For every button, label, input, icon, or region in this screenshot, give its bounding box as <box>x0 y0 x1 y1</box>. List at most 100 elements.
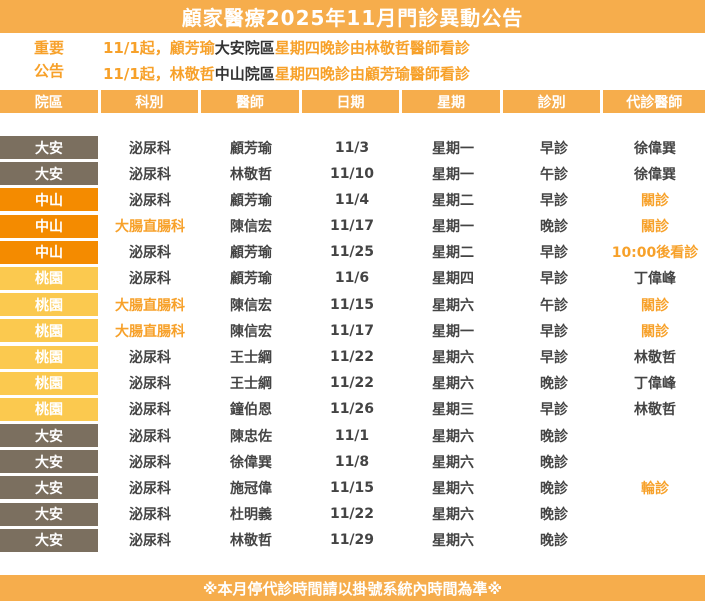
date-cell: 11/10 <box>329 165 375 182</box>
doctor-cell: 陳信宏 <box>230 219 272 236</box>
department-cell: 泌尿科 <box>129 428 171 445</box>
doctor-cell: 林敬哲 <box>230 166 272 183</box>
header-department: 科別 <box>100 90 199 113</box>
department-cell: 泌尿科 <box>129 140 171 157</box>
doctor-cell: 王士綱 <box>230 376 272 393</box>
weekday-cell: 星期二 <box>432 245 474 262</box>
session-cell: 晚診 <box>540 376 568 393</box>
weekday-cell: 星期四 <box>432 271 474 288</box>
department-cell: 泌尿科 <box>129 533 171 550</box>
date-cell: 11/6 <box>334 270 370 287</box>
notice-line-1: 11/1起，顧芳瑜 大安院區 星期四晚診由林敬哲醫師看診 <box>103 35 470 59</box>
session-cell: 早診 <box>540 323 568 340</box>
header-doctor: 醫師 <box>201 90 299 113</box>
branch-cell: 桃園 <box>0 345 98 369</box>
branch-cell: 桃園 <box>0 293 98 317</box>
session-cell: 晚診 <box>540 428 568 445</box>
department-cell: 泌尿科 <box>129 402 171 419</box>
date-cell: 11/22 <box>329 375 375 392</box>
department-cell: 泌尿科 <box>129 376 171 393</box>
header-session: 診別 <box>502 90 601 113</box>
branch-cell: 大安 <box>0 476 98 500</box>
footer-note: ※本月停代診時間請以掛號系統內時間為準※ <box>0 575 705 601</box>
doctor-cell: 顧芳瑜 <box>230 245 272 262</box>
branch-cell: 大安 <box>0 528 98 552</box>
session-cell: 早診 <box>540 140 568 157</box>
weekday-cell: 星期二 <box>432 192 474 209</box>
date-cell: 11/29 <box>329 532 375 549</box>
doctor-cell: 顧芳瑜 <box>230 140 272 157</box>
date-cell: 11/26 <box>329 401 375 418</box>
session-cell: 早診 <box>540 402 568 419</box>
doctor-cell: 林敬哲 <box>230 533 272 550</box>
header-substitute: 代診醫師 <box>603 90 705 113</box>
substitute-cell: 林敬哲 <box>634 350 676 366</box>
branch-cell: 中山 <box>0 240 98 264</box>
table-header: 院區 科別 醫師 日期 星期 診別 代診醫師 <box>0 90 705 113</box>
substitute-cell: 徐偉巽 <box>634 166 676 183</box>
branch-cell: 大安 <box>0 136 98 159</box>
department-cell: 泌尿科 <box>129 507 171 524</box>
date-cell: 11/4 <box>334 191 370 208</box>
department-cell: 大腸直腸科 <box>115 219 185 236</box>
date-cell: 11/25 <box>329 244 375 261</box>
notice-line-1-part-c: 星期四晚診由林敬哲醫師看診 <box>274 38 470 57</box>
header-date: 日期 <box>301 90 400 113</box>
table-row: 大安 泌尿科 林敬哲 11/10 星期一 午診 徐偉巽 <box>0 162 705 186</box>
doctor-cell: 顧芳瑜 <box>230 271 272 288</box>
table-row: 桃園 泌尿科 顧芳瑜 11/6 星期四 早診 丁偉峰 <box>0 266 705 290</box>
substitute-cell: 10:00後看診 <box>611 245 699 262</box>
date-cell: 11/22 <box>329 506 375 523</box>
session-cell: 午診 <box>540 297 568 314</box>
doctor-cell: 施冠偉 <box>230 480 272 497</box>
substitute-cell: 輪診 <box>641 480 669 497</box>
date-cell: 11/1 <box>334 427 370 444</box>
date-cell: 11/17 <box>329 322 375 339</box>
table-row: 大安 泌尿科 施冠偉 11/15 星期六 晚診 輪診 <box>0 476 705 500</box>
session-cell: 晚診 <box>540 219 568 236</box>
department-cell: 泌尿科 <box>129 245 171 262</box>
session-cell: 早診 <box>540 350 568 366</box>
doctor-cell: 陳信宏 <box>230 297 272 314</box>
date-cell: 11/3 <box>334 139 370 156</box>
department-cell: 泌尿科 <box>129 166 171 183</box>
session-cell: 早診 <box>540 271 568 288</box>
table-row: 桃園 泌尿科 鐘伯恩 11/26 星期三 早診 林敬哲 <box>0 397 705 421</box>
substitute-cell <box>606 450 704 473</box>
substitute-cell <box>606 529 704 552</box>
session-cell: 晚診 <box>540 480 568 497</box>
session-cell: 晚診 <box>540 454 568 471</box>
weekday-cell: 星期六 <box>432 507 474 524</box>
branch-cell: 大安 <box>0 162 98 186</box>
weekday-cell: 星期六 <box>432 376 474 393</box>
notice-line-2-part-c: 星期四晚診由顧芳瑜醫師看診 <box>274 64 470 83</box>
session-cell: 晚診 <box>540 507 568 524</box>
weekday-cell: 星期六 <box>432 480 474 497</box>
branch-cell: 桃園 <box>0 266 98 290</box>
branch-cell: 中山 <box>0 188 98 212</box>
weekday-cell: 星期六 <box>432 428 474 445</box>
weekday-cell: 星期一 <box>432 219 474 236</box>
session-cell: 早診 <box>540 245 568 262</box>
department-cell: 大腸直腸科 <box>115 323 185 340</box>
notice-line-2: 11/1起，林敬哲 中山院區 星期四晚診由顧芳瑜醫師看診 <box>103 61 470 85</box>
table-row: 中山 大腸直腸科 陳信宏 11/17 星期一 晚診 關診 <box>0 214 705 238</box>
notice-label-line1: 重要 <box>33 39 64 57</box>
branch-cell: 大安 <box>0 424 98 448</box>
branch-cell: 桃園 <box>0 371 98 395</box>
table-row: 中山 泌尿科 顧芳瑜 11/25 星期二 早診 10:00後看診 <box>0 240 705 264</box>
substitute-cell: 關診 <box>641 219 669 236</box>
department-cell: 泌尿科 <box>129 480 171 497</box>
substitute-cell: 林敬哲 <box>634 402 676 419</box>
weekday-cell: 星期一 <box>432 166 474 183</box>
weekday-cell: 星期六 <box>432 533 474 550</box>
session-cell: 午診 <box>540 166 568 183</box>
department-cell: 大腸直腸科 <box>115 297 185 314</box>
department-cell: 泌尿科 <box>129 350 171 366</box>
page-title: 顧家醫療2025年11月門診異動公告 <box>0 0 705 33</box>
table-row: 桃園 泌尿科 王士綱 11/22 星期六 晚診 丁偉峰 <box>0 371 705 395</box>
branch-cell: 桃園 <box>0 397 98 421</box>
table-row: 中山 泌尿科 顧芳瑜 11/4 星期二 早診 關診 <box>0 188 705 212</box>
notice-line-2-part-b: 中山院區 <box>214 64 275 83</box>
table-row: 大安 泌尿科 顧芳瑜 11/3 星期一 早診 徐偉巽 <box>0 136 705 159</box>
